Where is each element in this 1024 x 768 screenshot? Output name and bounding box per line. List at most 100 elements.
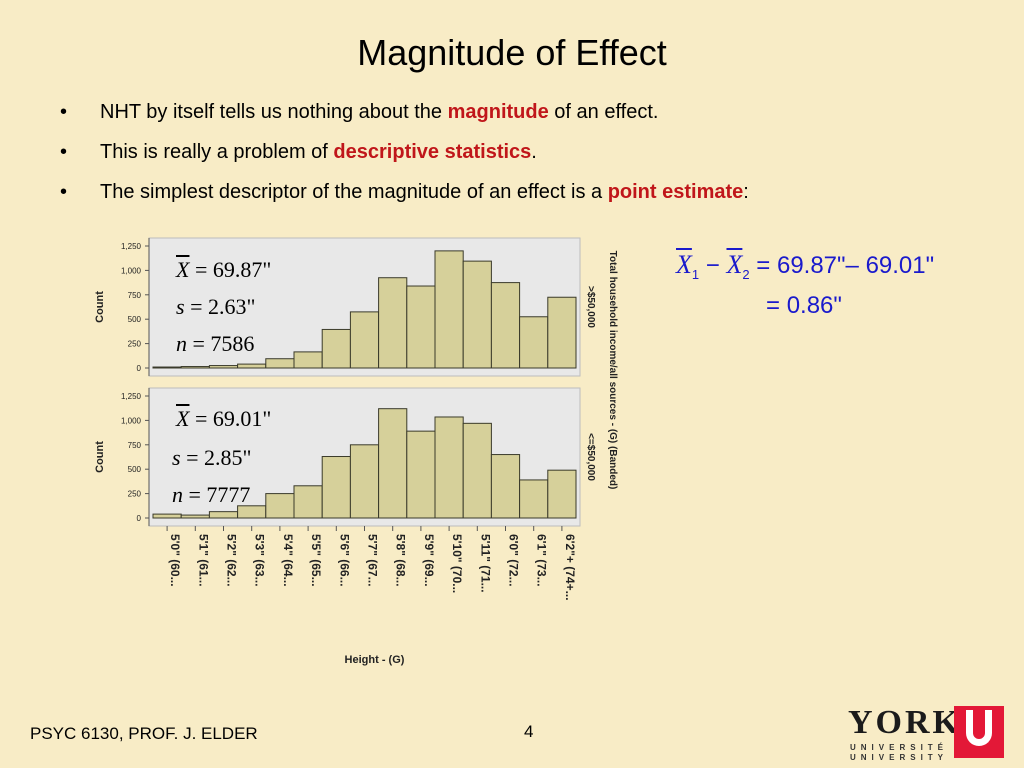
mean-difference-result: = 0.86" [766,292,842,319]
bottom-n-value: 7777 [206,482,251,507]
histogram-bar [406,430,436,519]
x-category-label: 5'0" (60... [168,534,182,587]
histogram-bar [349,444,380,519]
histogram-bar [547,469,577,519]
x-category-label: 5'9" (69... [422,534,436,587]
x-category-label: 5'4" (64... [281,534,295,587]
histogram-bar [208,511,239,519]
histogram-bar [265,358,295,369]
bullet-list: • NHT by itself tells us nothing about t… [60,98,1000,218]
histogram-bar [490,282,521,369]
x-category-label: 5'11" (71... [478,534,492,593]
y-tick-label: 750 [128,291,142,300]
top-n-value: 7586 [210,331,255,356]
x-category-label: 5'7" (67... [366,534,380,587]
bullet-highlight: descriptive statistics [333,141,532,163]
height-histogram-chart: 0 250 500 750 1,000 1,250 Count >$50,000 0 250 500… [94,237,618,666]
top-mean-value: 69.87" [212,257,272,282]
top-n-stat: n = 7586 [176,331,255,356]
x-category-label: 5'1" (61... [196,534,210,587]
bullet-item: • This is really a problem of descriptiv… [60,138,1000,178]
histogram-bar [378,408,408,519]
y-tick-label: 1,250 [121,392,142,401]
bottom-n-stat: n = 7777 [172,482,251,507]
histogram-bar [490,454,521,519]
histogram-bar [237,363,267,369]
x-category-label: 5'5" (65... [309,534,323,587]
y-tick-label: 0 [137,514,142,523]
y-axis-title: Count [94,291,106,323]
histogram-bar [462,422,492,519]
bullet-text-end: . [531,141,537,163]
mean-difference-rhs: 69.87"– 69.01" [776,252,935,279]
bullet-item: • The simplest descriptor of the magnitu… [60,178,1000,218]
histogram-bar [519,479,549,519]
x-category-label: 5'10" (70... [450,534,464,593]
x-category-label: 5'2" (62... [225,534,239,587]
top-mean-stat: X = 69.87" [176,257,272,282]
y-tick-label: 500 [128,315,142,324]
histogram-bar [547,296,577,369]
x-category-label: 6'1" (73... [535,534,549,587]
y-tick-label: 250 [128,490,142,499]
y-tick-label: 1,000 [121,416,142,425]
panel-variable-title: Total household income/all sources - (G)… [607,251,618,490]
bullet-text-end: of an effect. [548,101,659,123]
y-tick-label: 1,250 [121,242,142,251]
histogram-bar [180,514,210,519]
y-tick-label: 1,000 [121,266,142,275]
bullet-text: NHT by itself tells us nothing about the [100,101,448,123]
histogram-bar [378,277,408,369]
histogram-bar [293,351,323,369]
bottom-mean-value: 69.01" [212,406,272,431]
bullet-item: • NHT by itself tells us nothing about t… [60,98,1000,138]
x-category-label: 6'0" (72... [507,534,521,587]
x-category-label: 5'3" (63... [253,534,267,587]
histogram-bar [434,416,464,519]
bottom-mean-stat: X = 69.01" [176,406,272,431]
x-axis-title: Height - (G) [345,654,405,666]
x-category-label: 5'8" (68... [394,534,408,587]
bullet-marker: • [60,101,68,123]
bullet-text-end: : [743,181,749,203]
mean-difference-value: 0.86" [786,292,842,319]
y-tick-label: 750 [128,441,142,450]
histogram-bar [265,493,295,519]
bullet-text: This is really a problem of [100,141,334,163]
y-tick-label: 500 [128,465,142,474]
y-axis-title: Count [94,441,106,473]
logo-line-english: UNIVERSITY [850,753,949,762]
mean-difference-equation: X1 − X2 = 69.87"– 69.01" [676,250,935,282]
histogram-bar [462,260,492,369]
x-category-label: 6'2"+ (74+... [563,534,577,601]
logo-line-french: UNIVERSITÉ [850,743,949,752]
bullet-highlight: point estimate [607,181,744,203]
y-tick-label: 250 [128,340,142,349]
bullet-marker: • [60,141,68,163]
slide-title: Magnitude of Effect [357,32,667,73]
x-category-label: 5'6" (66... [337,534,351,587]
bullet-text: The simplest descriptor of the magnitude… [100,181,608,203]
histogram-bar [321,456,351,519]
footer-course-label: PSYC 6130, PROF. J. ELDER [30,724,258,743]
histogram-bar [152,513,182,519]
bottom-sd-value: 2.85" [203,445,252,470]
page-number: 4 [524,722,534,741]
histogram-bar [406,285,436,369]
histogram-bar [434,250,464,369]
logo-wordmark: YORK [848,704,962,741]
histogram-bar [349,311,380,369]
bullet-marker: • [60,181,68,203]
histogram-bar [152,366,182,369]
top-sd-stat: s = 2.63" [176,294,256,319]
top-sd-value: 2.63" [207,294,256,319]
panel-series-label: >$50,000 [585,286,596,328]
york-university-logo: YORK UNIVERSITÉ UNIVERSITY [848,706,1008,762]
bullet-highlight: magnitude [447,101,549,123]
bottom-sd-stat: s = 2.85" [172,445,252,470]
histogram-bar [321,328,351,369]
y-tick-label: 0 [137,364,142,373]
logo-u-icon [966,710,992,746]
histogram-bar [208,365,239,369]
histogram-bar [180,366,210,369]
